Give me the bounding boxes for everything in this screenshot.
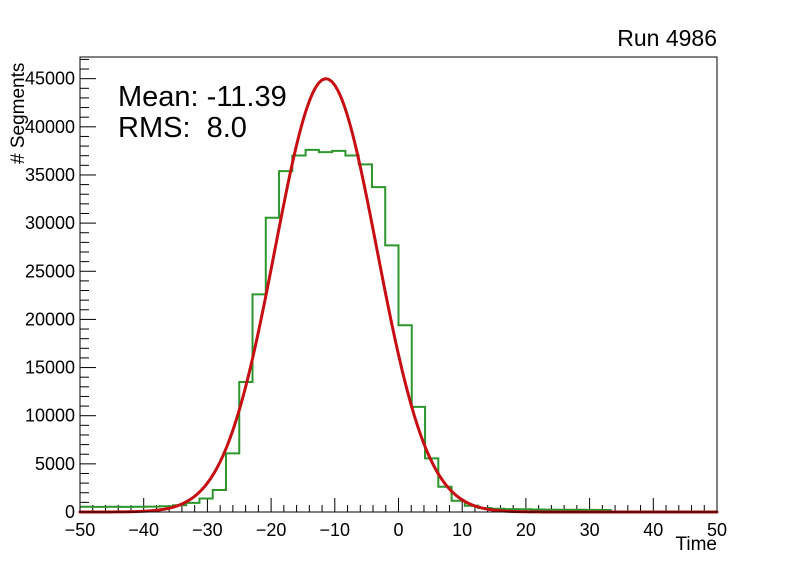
x-tick-label: −20 [256, 520, 287, 540]
plot-title: Run 4986 [617, 25, 717, 51]
y-axis-ticks [80, 58, 96, 513]
x-tick-label: −40 [128, 520, 159, 540]
stats-block: Mean: -11.39 RMS: 8.0 [118, 82, 287, 144]
x-tick-label: 20 [516, 520, 536, 540]
x-tick-label: −50 [65, 520, 96, 540]
stat-mean: Mean: -11.39 [118, 81, 287, 113]
x-tick-label: 0 [393, 520, 403, 540]
y-tick-label: 40000 [25, 117, 75, 137]
x-tick-labels: −50 −40 −30 −20 −10 0 10 20 30 40 50 [65, 520, 727, 540]
x-axis-title: Time [675, 534, 717, 555]
y-tick-label: 0 [65, 502, 75, 522]
x-tick-label: 50 [707, 520, 727, 540]
x-tick-label: 40 [643, 520, 663, 540]
y-tick-labels: 0 5000 10000 15000 20000 25000 30000 35000 40000… [25, 69, 75, 522]
histogram-line [80, 148, 717, 513]
y-tick-label: 45000 [25, 69, 75, 89]
y-tick-label: 5000 [35, 454, 75, 474]
x-tick-label: 30 [580, 520, 600, 540]
x-tick-label: 10 [452, 520, 472, 540]
plot-frame [79, 56, 718, 513]
x-tick-label: −10 [320, 520, 351, 540]
y-tick-label: 20000 [25, 309, 75, 329]
y-axis-title: # Segments [8, 62, 29, 164]
stat-rms: RMS: 8.0 [118, 112, 247, 144]
y-tick-label: 25000 [25, 261, 75, 281]
y-tick-label: 15000 [25, 358, 75, 378]
y-tick-label: 35000 [25, 165, 75, 185]
x-tick-label: −30 [192, 520, 223, 540]
y-tick-label: 10000 [25, 406, 75, 426]
y-tick-label: 30000 [25, 213, 75, 233]
